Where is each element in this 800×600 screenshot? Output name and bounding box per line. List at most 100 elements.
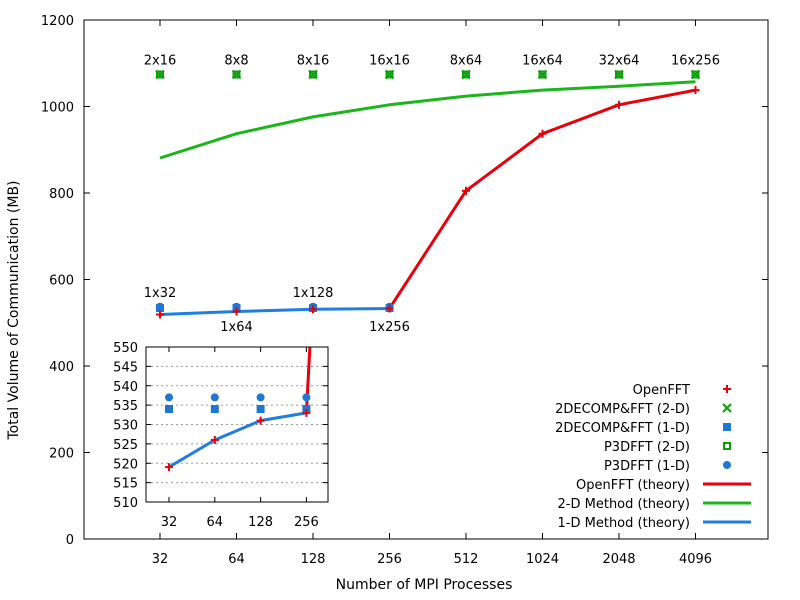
inset-x-tick-label: 128 xyxy=(248,515,273,530)
y-tick-label: 400 xyxy=(49,360,74,375)
x-tick-label: 4096 xyxy=(679,552,712,567)
inset-y-tick-label: 540 xyxy=(113,380,138,395)
series-line-2-d-method-theory xyxy=(159,80,696,160)
legend-marker-swatch xyxy=(723,461,731,469)
inset-y-tick-label: 545 xyxy=(113,360,138,375)
x-tick-label: 64 xyxy=(228,552,245,567)
x-tick-label: 128 xyxy=(301,552,326,567)
x-tick-label: 512 xyxy=(454,552,479,567)
inset-y-tick-label: 535 xyxy=(113,399,138,414)
decomposition-label: 8x8 xyxy=(224,53,248,68)
marker-openfft xyxy=(309,305,317,314)
inset-x-tick-label: 64 xyxy=(207,515,224,530)
marker-openfft xyxy=(691,86,700,95)
x-tick-label: 32 xyxy=(152,552,169,567)
inset-marker-openfft xyxy=(302,408,311,417)
marker-2decomp-fft-2-d xyxy=(155,69,165,80)
x-tick-label: 256 xyxy=(377,552,402,567)
inset-marker-p3dfft-1-d xyxy=(165,393,173,402)
decomposition-label: 1x64 xyxy=(220,320,253,335)
marker-p3dfft-2-d xyxy=(156,70,164,79)
inset-marker-p3dfft-1-d xyxy=(210,393,219,402)
marker-openfft xyxy=(462,186,470,195)
inset-marker-2decomp-fft-1-d xyxy=(210,405,219,413)
legend-item-p3dfft-2-d: P3DFFT (2-D) xyxy=(604,440,731,455)
decomposition-label: 1x256 xyxy=(369,320,410,335)
main-series-markers xyxy=(155,69,701,319)
legend-item-2decomp-fft-1-d: 2DECOMP&FFT (1-D) xyxy=(555,421,731,436)
legend-item-p3dfft-1-d: P3DFFT (1-D) xyxy=(604,459,731,474)
marker-openfft xyxy=(615,100,623,109)
marker-2decomp-fft-2-d xyxy=(231,69,242,80)
decomposition-label: 1x128 xyxy=(293,286,334,301)
decomposition-label: 8x64 xyxy=(450,53,483,68)
y-tick-label: 200 xyxy=(49,447,74,462)
inset-marker-2decomp-fft-1-d xyxy=(165,405,173,413)
x-tick-label: 1024 xyxy=(526,552,559,567)
y-tick-label: 0 xyxy=(66,533,74,548)
series-line-1-d-method-theory xyxy=(159,307,390,316)
legend: OpenFFT 2DECOMP&FFT (2-D) 2DECOMP&FFT (1-D… xyxy=(555,383,751,531)
marker-p3dfft-2-d xyxy=(691,70,700,79)
marker-openfft xyxy=(156,310,164,319)
decomposition-label: 32x64 xyxy=(599,53,640,68)
legend-label: 2DECOMP&FFT (1-D) xyxy=(555,421,690,436)
marker-openfft xyxy=(538,129,547,138)
legend-marker-swatch xyxy=(723,385,731,393)
legend-item-openfft: OpenFFT xyxy=(633,383,731,398)
inset-chart: 510 515 520 525 530 535 540 545 550 32 64 128 256 xyxy=(113,341,329,530)
inset-y-tick-label: 510 xyxy=(113,496,138,511)
legend-marker-swatch xyxy=(722,403,732,413)
marker-p3dfft-2-d xyxy=(309,70,317,79)
legend-marker-swatch xyxy=(723,423,731,431)
y-axis-label: Total Volume of Communication (MB) xyxy=(6,180,22,440)
legend-label: P3DFFT (2-D) xyxy=(604,440,690,455)
marker-2decomp-fft-2-d xyxy=(461,69,471,80)
inset-marker-2decomp-fft-1-d xyxy=(256,405,265,413)
marker-2decomp-fft-2-d xyxy=(537,69,548,80)
legend-item-2-d-method-theory: 2-D Method (theory) xyxy=(558,497,751,512)
marker-2decomp-fft-2-d xyxy=(690,69,701,80)
main-ticks: 0 200 400 600 800 1000 1200 32 64 128 256 512 1024 20… xyxy=(41,14,768,567)
legend-item-2decomp-fft-2-d: 2DECOMP&FFT (2-D) xyxy=(555,402,732,417)
inset-x-tick-label: 32 xyxy=(161,515,178,530)
inset-marker-openfft xyxy=(210,436,219,444)
y-tick-label: 1000 xyxy=(41,101,74,116)
marker-2decomp-fft-1-d xyxy=(156,304,164,313)
inset-frame xyxy=(145,346,329,503)
marker-p3dfft-2-d xyxy=(538,70,547,79)
marker-2decomp-fft-2-d xyxy=(384,69,395,80)
inset-y-tick-label: 515 xyxy=(113,477,138,492)
marker-p3dfft-2-d xyxy=(615,70,623,79)
marker-p3dfft-2-d xyxy=(462,70,470,79)
inset-y-tick-label: 525 xyxy=(113,438,138,453)
marker-openfft xyxy=(232,307,241,316)
main-series-lines xyxy=(159,80,696,316)
inset-marker-openfft xyxy=(165,463,173,472)
decomposition-label: 1x32 xyxy=(144,286,177,301)
legend-label: P3DFFT (1-D) xyxy=(604,459,690,474)
inset-marker-openfft xyxy=(256,416,265,425)
legend-item-openfft-theory: OpenFFT (theory) xyxy=(576,478,751,493)
series-line-openfft-theory xyxy=(388,88,696,310)
legend-item-1-d-method-theory: 1-D Method (theory) xyxy=(558,516,751,531)
y-tick-label: 800 xyxy=(49,187,74,202)
decomposition-label: 16x64 xyxy=(522,53,563,68)
inset-y-tick-label: 520 xyxy=(113,457,138,472)
inset-y-tick-label: 530 xyxy=(113,419,138,434)
y-tick-label: 600 xyxy=(49,274,74,289)
marker-2decomp-fft-2-d xyxy=(308,69,318,80)
x-axis-label: Number of MPI Processes xyxy=(336,577,513,593)
legend-label: 2-D Method (theory) xyxy=(558,497,690,512)
legend-label: 1-D Method (theory) xyxy=(558,516,690,531)
x-tick-label: 2048 xyxy=(602,552,635,567)
marker-openfft xyxy=(385,304,394,313)
inset-series-line-1-d-method-theory xyxy=(168,411,307,469)
marker-p3dfft-2-d xyxy=(232,70,241,79)
y-tick-label: 1200 xyxy=(41,14,74,29)
decomposition-label: 2x16 xyxy=(144,53,177,68)
decomposition-label: 8x16 xyxy=(297,53,330,68)
inset-series-line-openfft-theory xyxy=(304,346,312,413)
legend-label: OpenFFT (theory) xyxy=(576,478,690,493)
